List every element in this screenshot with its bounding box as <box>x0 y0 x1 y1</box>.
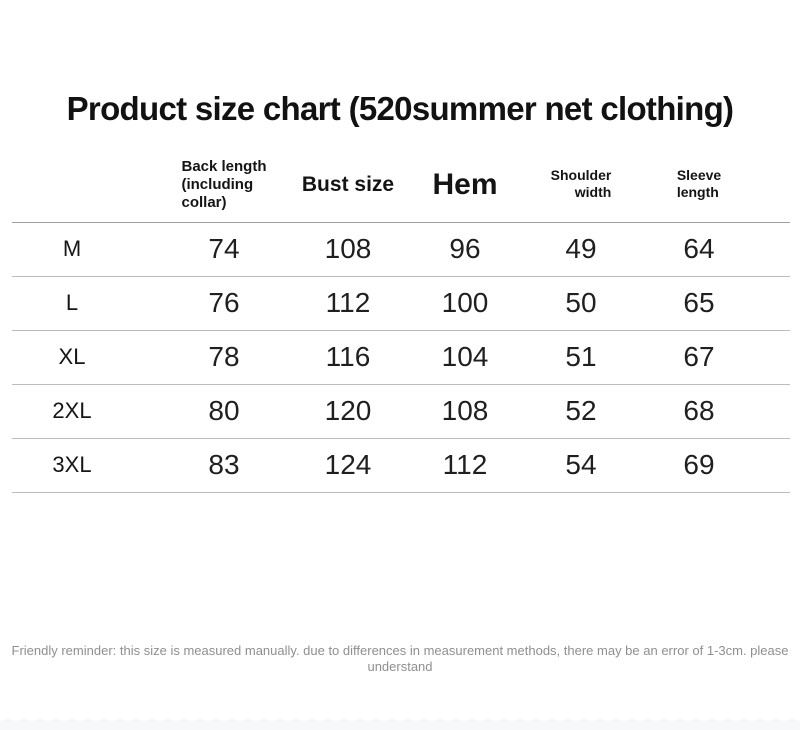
header-row: Back length (including collar) Bust size… <box>12 148 790 223</box>
value-cell-shoulder: 49 <box>522 222 640 277</box>
value-cell-sleeve: 68 <box>640 384 790 439</box>
value-cell-shoulder: 52 <box>522 384 640 439</box>
column-header-back-length: Back length (including collar) <box>181 157 267 211</box>
value-cell-hem: 112 <box>408 438 522 493</box>
table-row-l: L 76 112 100 50 65 <box>12 276 790 331</box>
value-cell-back-length: 74 <box>132 222 288 277</box>
value-cell-hem: 96 <box>408 222 522 277</box>
value-cell-bust: 116 <box>288 330 408 385</box>
size-label: L <box>12 276 132 331</box>
size-label: M <box>12 222 132 277</box>
value-cell-bust: 112 <box>288 276 408 331</box>
size-chart-table: Back length (including collar) Bust size… <box>12 148 790 493</box>
value-cell-bust: 108 <box>288 222 408 277</box>
table-row-3xl: 3XL 83 124 112 54 69 <box>12 438 790 493</box>
size-label: 2XL <box>12 384 132 439</box>
next-section-edge <box>0 718 800 730</box>
value-cell-sleeve: 64 <box>640 222 790 277</box>
column-header-hem: Hem <box>432 167 498 201</box>
value-cell-sleeve: 67 <box>640 330 790 385</box>
table-row-m: M 74 108 96 49 64 <box>12 222 790 277</box>
value-cell-hem: 100 <box>408 276 522 331</box>
size-label: 3XL <box>12 438 132 493</box>
value-cell-hem: 108 <box>408 384 522 439</box>
value-cell-bust: 124 <box>288 438 408 493</box>
value-cell-shoulder: 54 <box>522 438 640 493</box>
table-row-2xl: 2XL 80 120 108 52 68 <box>12 384 790 439</box>
value-cell-sleeve: 65 <box>640 276 790 331</box>
value-cell-back-length: 76 <box>132 276 288 331</box>
size-label: XL <box>12 330 132 385</box>
value-cell-sleeve: 69 <box>640 438 790 493</box>
value-cell-back-length: 78 <box>132 330 288 385</box>
column-header-shoulder-width: Shoulder width <box>550 167 612 201</box>
value-cell-back-length: 83 <box>132 438 288 493</box>
value-cell-back-length: 80 <box>132 384 288 439</box>
page-title: Product size chart (520summer net clothi… <box>66 90 734 127</box>
table-row-xl: XL 78 116 104 51 67 <box>12 330 790 385</box>
value-cell-hem: 104 <box>408 330 522 385</box>
value-cell-shoulder: 50 <box>522 276 640 331</box>
value-cell-bust: 120 <box>288 384 408 439</box>
value-cell-shoulder: 51 <box>522 330 640 385</box>
footer-disclaimer: Friendly reminder: this size is measured… <box>11 643 789 674</box>
column-header-bust-size: Bust size <box>301 172 395 196</box>
column-header-sleeve-length: Sleeve length <box>676 167 722 201</box>
